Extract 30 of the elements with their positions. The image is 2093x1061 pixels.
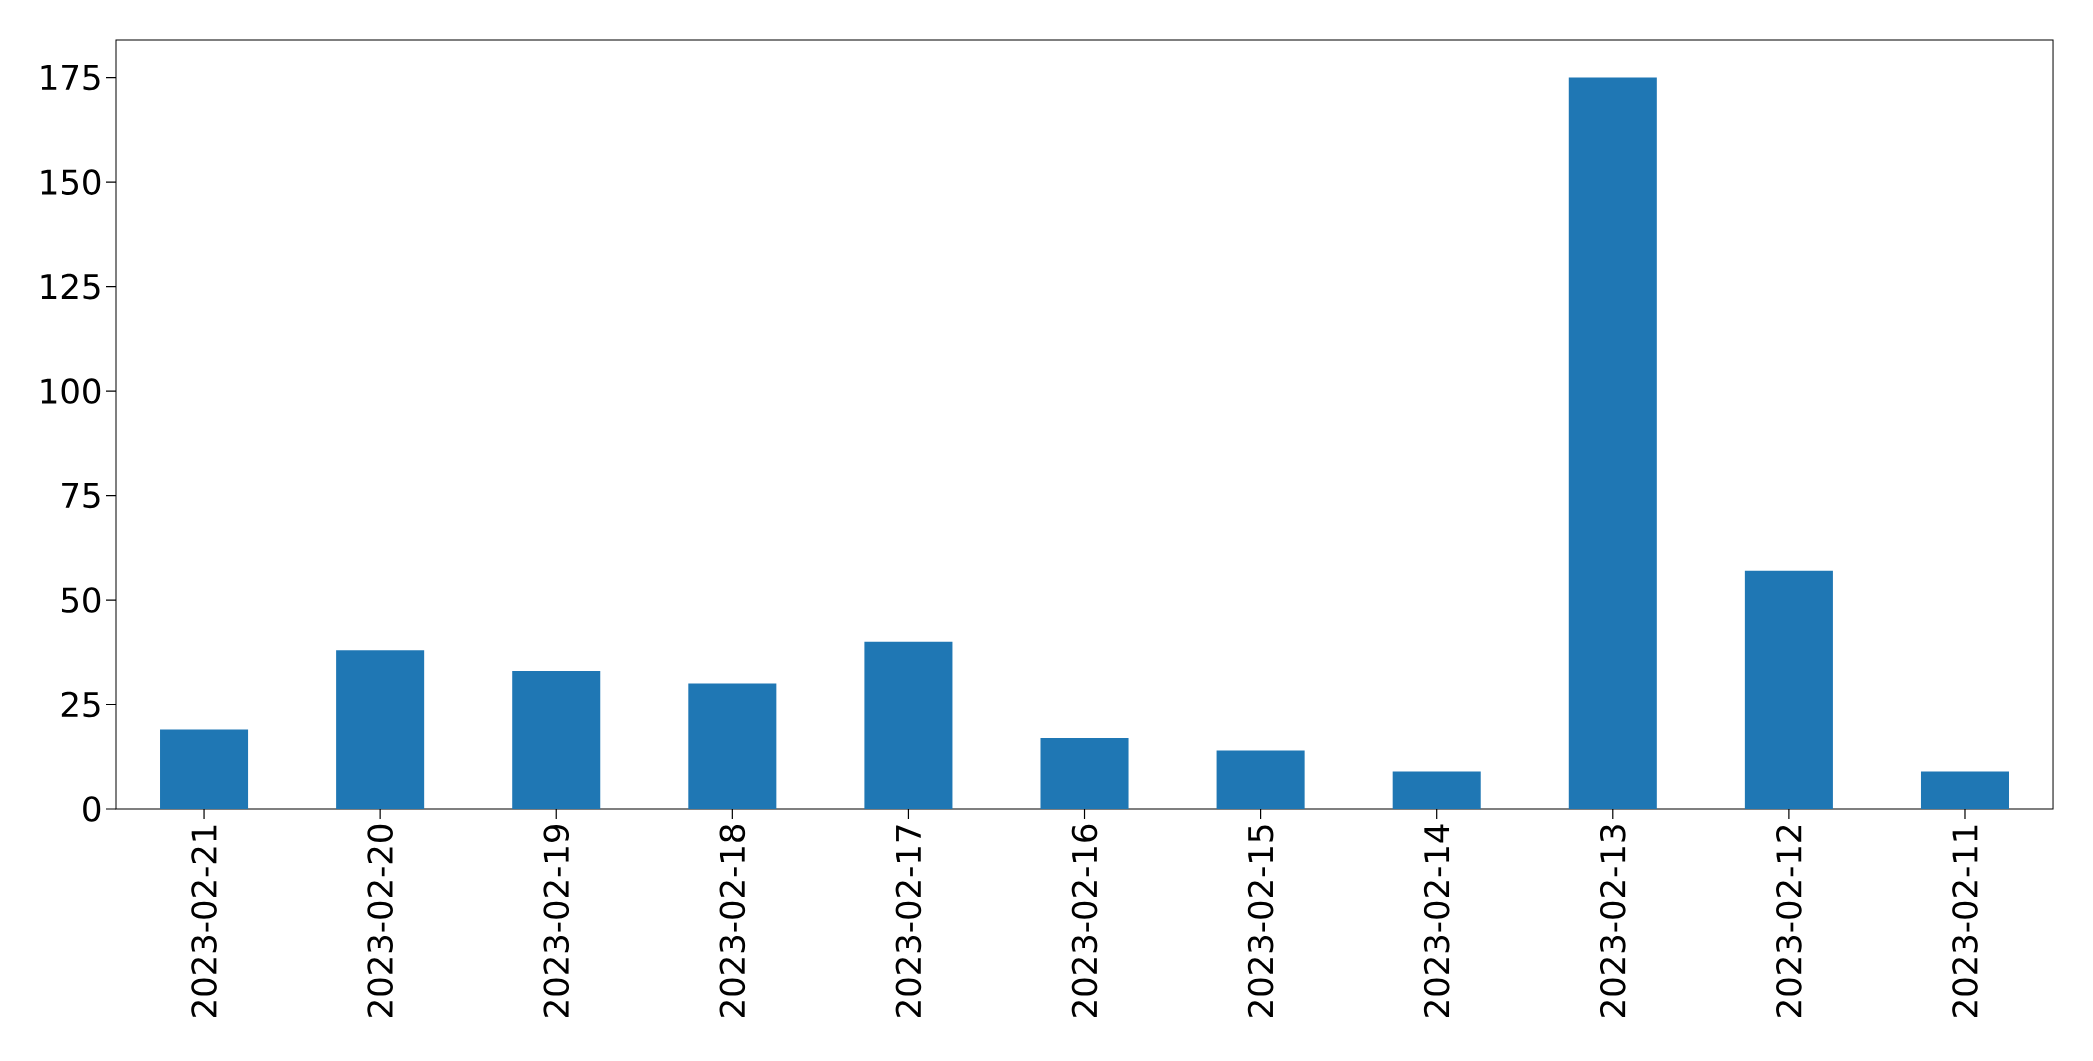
bar <box>864 641 953 809</box>
y-tick-label: 75 <box>62 482 100 509</box>
bar <box>336 650 425 809</box>
y-tick-label: 0 <box>83 796 101 822</box>
bar <box>1568 77 1657 809</box>
x-tick-label: 2023-02-11 <box>1952 825 1978 1017</box>
x-tick-label: 2023-02-21 <box>191 825 217 1017</box>
y-tick-label: 25 <box>61 691 100 718</box>
bar <box>1920 771 2010 809</box>
bar <box>1744 570 1833 809</box>
bar <box>688 683 777 809</box>
y-tick-label: 125 <box>41 273 100 300</box>
y-tick-label: 100 <box>41 378 101 404</box>
x-tick-label: 2023-02-19 <box>543 824 570 1017</box>
bar <box>1216 750 1305 809</box>
bar <box>160 729 249 809</box>
x-tick-label: 2023-02-13 <box>1599 825 1626 1017</box>
bar <box>512 671 601 809</box>
y-tick-label: 150 <box>41 169 101 195</box>
x-tick-label: 2023-02-14 <box>1423 824 1450 1017</box>
x-tick-label: 2023-02-15 <box>1247 825 1274 1017</box>
y-tick-label: 50 <box>61 587 101 613</box>
x-tick-label: 2023-02-16 <box>1071 824 1098 1017</box>
x-tick-label: 2023-02-17 <box>895 825 922 1017</box>
x-tick-label: 2023-02-18 <box>719 824 746 1017</box>
x-tick-label: 2023-02-20 <box>367 824 393 1017</box>
x-tick-label: 2023-02-12 <box>1776 825 1802 1017</box>
bar <box>1040 737 1129 809</box>
y-tick-label: 175 <box>41 65 100 91</box>
bar <box>1392 771 1481 809</box>
